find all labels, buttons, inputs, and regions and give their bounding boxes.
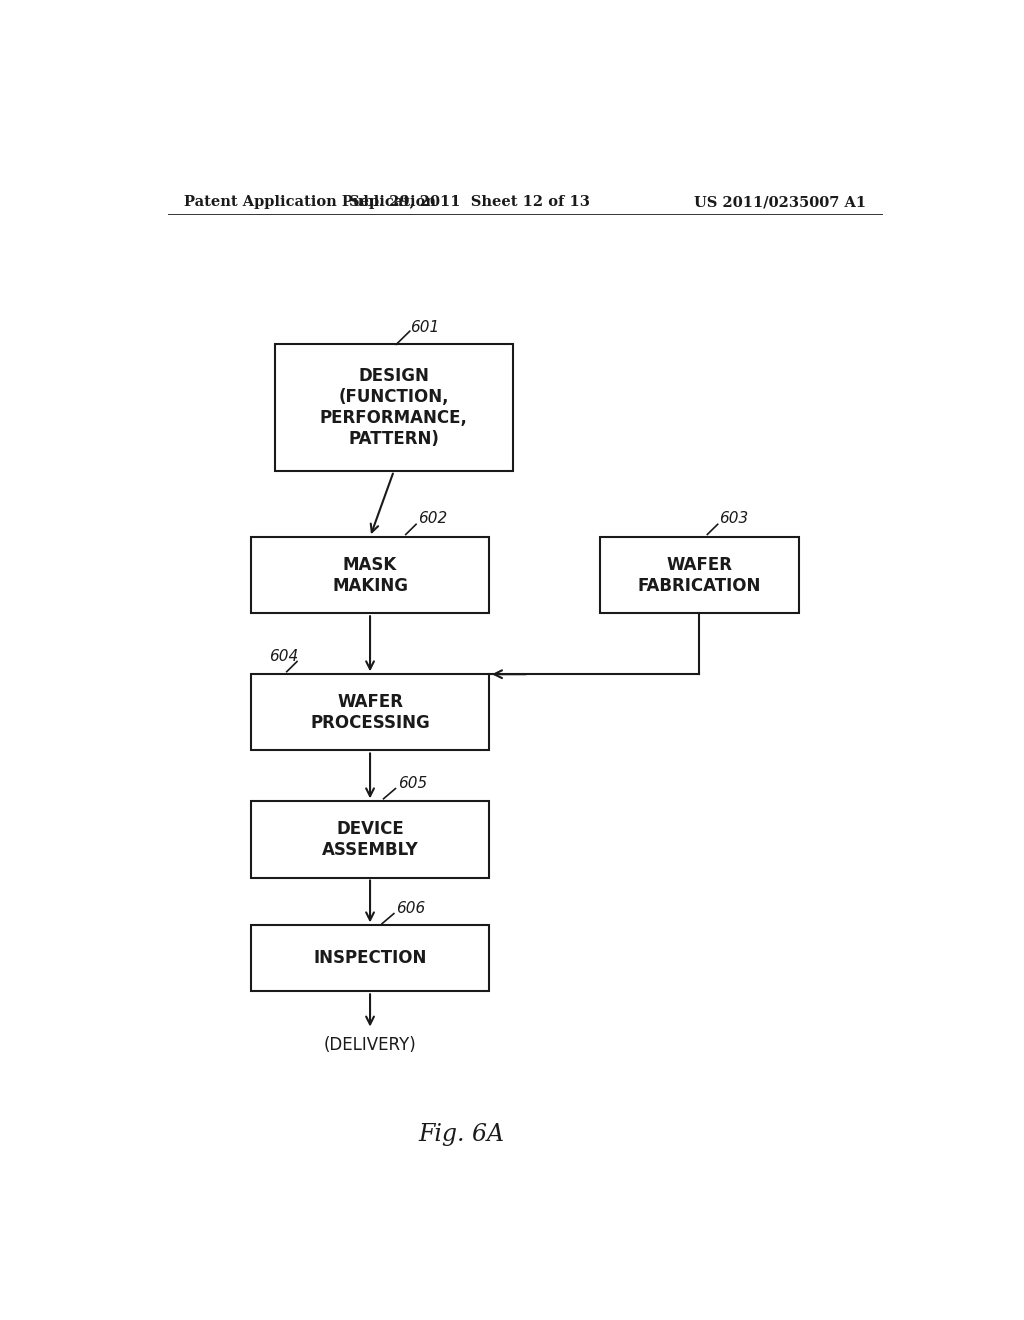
Bar bbox=[600, 537, 799, 614]
Text: 602: 602 bbox=[418, 511, 446, 527]
Text: 603: 603 bbox=[719, 511, 749, 527]
Bar bbox=[251, 675, 489, 751]
Text: MASK
MAKING: MASK MAKING bbox=[332, 556, 408, 594]
Bar bbox=[251, 801, 489, 878]
Text: 605: 605 bbox=[397, 776, 427, 791]
Text: 606: 606 bbox=[396, 900, 426, 916]
Text: INSPECTION: INSPECTION bbox=[313, 949, 427, 968]
Bar bbox=[251, 537, 489, 614]
Text: WAFER
FABRICATION: WAFER FABRICATION bbox=[638, 556, 761, 594]
Text: WAFER
PROCESSING: WAFER PROCESSING bbox=[310, 693, 430, 731]
Bar bbox=[274, 345, 513, 471]
Text: 601: 601 bbox=[410, 321, 439, 335]
Text: (DELIVERY): (DELIVERY) bbox=[324, 1036, 417, 1053]
Text: 604: 604 bbox=[269, 648, 299, 664]
Text: Sep. 29, 2011  Sheet 12 of 13: Sep. 29, 2011 Sheet 12 of 13 bbox=[349, 195, 590, 209]
Text: Fig. 6A: Fig. 6A bbox=[419, 1122, 504, 1146]
Text: US 2011/0235007 A1: US 2011/0235007 A1 bbox=[694, 195, 866, 209]
Bar bbox=[251, 925, 489, 991]
Text: DESIGN
(FUNCTION,
PERFORMANCE,
PATTERN): DESIGN (FUNCTION, PERFORMANCE, PATTERN) bbox=[319, 367, 468, 447]
Text: Patent Application Publication: Patent Application Publication bbox=[183, 195, 435, 209]
Text: DEVICE
ASSEMBLY: DEVICE ASSEMBLY bbox=[322, 820, 419, 859]
